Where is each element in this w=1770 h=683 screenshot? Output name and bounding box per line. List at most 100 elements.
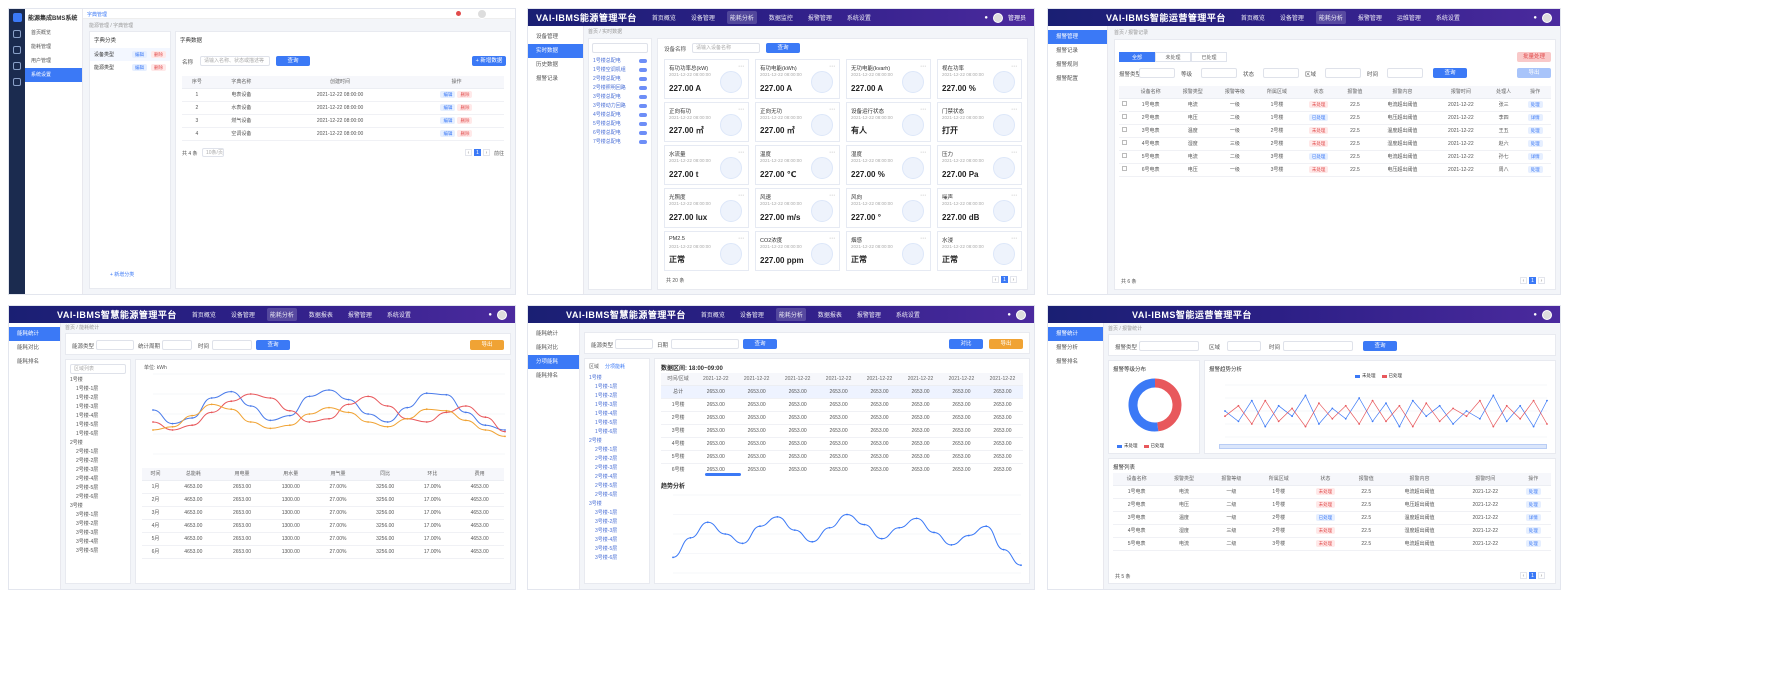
tree-node[interactable]: 2号楼-5层 — [595, 483, 618, 489]
tree-node[interactable]: 2号楼 — [589, 438, 602, 444]
tree-node[interactable]: 6号楼总配电 — [589, 129, 651, 138]
row-checkbox[interactable] — [1119, 124, 1130, 138]
tree-node[interactable]: 1号楼-4层 — [595, 411, 618, 417]
more-icon[interactable]: ⋯ — [920, 150, 926, 156]
sidebar-item[interactable]: 报警规则 — [1056, 62, 1079, 68]
tab[interactable]: 已处理 — [1191, 52, 1227, 62]
edit-button[interactable]: 编辑 — [440, 104, 456, 111]
data-tile[interactable]: 噪声 2021-12-22 08:00:00 227.00 dB ⋯ — [937, 188, 1022, 228]
action-button[interactable]: 处理 — [1525, 488, 1541, 495]
more-icon[interactable]: ⋯ — [829, 107, 835, 113]
batch-button[interactable]: 批量处理 — [1517, 52, 1551, 62]
tree-node[interactable]: 3号楼-1层 — [595, 510, 618, 516]
tree-node[interactable]: 1号楼-5层 — [595, 420, 618, 426]
data-tile[interactable]: CO2浓度 2021-12-22 08:00:00 227.00 ppm ⋯ — [755, 231, 840, 271]
row-checkbox[interactable] — [1119, 137, 1130, 151]
filter-select[interactable] — [1263, 68, 1299, 78]
delete-button[interactable]: 删除 — [457, 91, 473, 98]
tree-node[interactable]: 3号楼 — [589, 501, 602, 507]
avatar[interactable] — [1016, 309, 1026, 320]
tree-node[interactable]: 5号楼总配电 — [589, 120, 651, 129]
edit-button[interactable]: 编辑 — [132, 64, 147, 71]
nav-item[interactable]: 数据报表 — [308, 313, 333, 319]
tree-node[interactable]: 3号楼-5层 — [595, 546, 618, 552]
zoom-slider[interactable] — [1219, 444, 1547, 449]
category-row[interactable]: 设备类型 编辑 删除 — [90, 48, 170, 61]
sidebar-item[interactable]: 能耗排名 — [17, 359, 40, 365]
tree-node[interactable]: 1号楼-3层 — [76, 404, 99, 410]
tree-node[interactable]: 3号楼-3层 — [76, 530, 99, 536]
nav-item[interactable]: 运维管理 — [1396, 16, 1421, 22]
data-tile[interactable]: 湿度 2021-12-22 08:00:00 227.00 % ⋯ — [846, 145, 931, 185]
delete-button[interactable]: 删除 — [457, 104, 473, 111]
more-icon[interactable]: ⋯ — [920, 107, 926, 113]
sidebar-item[interactable]: 系统设置 — [25, 68, 82, 82]
data-tile[interactable]: 无功电能(kvarh) 2021-12-22 08:00:00 227.00 A ⋯ — [846, 59, 931, 99]
sidebar-item[interactable]: 报警记录 — [1056, 48, 1079, 54]
user-name[interactable]: 管理员 — [1007, 16, 1026, 22]
edit-button[interactable]: 编辑 — [440, 91, 456, 98]
energy-type-select[interactable] — [96, 340, 134, 350]
nav-item[interactable]: 能耗分析 — [775, 308, 806, 321]
nav-item[interactable]: 报警管理 — [347, 313, 372, 319]
search-button[interactable]: 查询 — [766, 43, 800, 53]
more-icon[interactable]: ⋯ — [738, 193, 744, 199]
nav-item[interactable]: 报警管理 — [856, 313, 881, 319]
sidebar-item[interactable]: 报警记录 — [536, 76, 559, 82]
data-tile[interactable]: 风速 2021-12-22 08:00:00 227.00 m/s ⋯ — [755, 188, 840, 228]
action-button[interactable]: 处理 — [1527, 140, 1543, 147]
nav-item[interactable]: 设备管理 — [690, 16, 715, 22]
tab-dictionary[interactable]: 字典管理 — [87, 12, 108, 18]
action-button[interactable]: 处理 — [1527, 127, 1543, 134]
search-button[interactable]: 查询 — [256, 340, 290, 350]
tree-node[interactable]: 3号楼动力回路 — [589, 102, 651, 111]
data-tile[interactable]: 风向 2021-12-22 08:00:00 227.00 ° ⋯ — [846, 188, 931, 228]
nav-item[interactable]: 首页概览 — [700, 313, 725, 319]
date-picker[interactable] — [212, 340, 252, 350]
bell-icon[interactable] — [456, 11, 461, 16]
search-button[interactable]: 查询 — [1433, 68, 1467, 78]
action-button[interactable]: 处理 — [1525, 540, 1541, 547]
avatar[interactable] — [477, 9, 487, 19]
data-tile[interactable]: 烟感 2021-12-22 08:00:00 正常 ⋯ — [846, 231, 931, 271]
filter-select[interactable] — [1387, 68, 1423, 78]
pagination[interactable]: ‹ 1 › — [1520, 277, 1545, 284]
more-icon[interactable]: ⋯ — [1011, 107, 1017, 113]
tree-tab[interactable]: 区域 — [589, 364, 600, 370]
tree-node[interactable]: 3号楼-5层 — [76, 548, 99, 554]
sidebar-item[interactable]: 设备管理 — [536, 34, 559, 40]
more-icon[interactable]: ⋯ — [1011, 64, 1017, 70]
sidebar-item[interactable]: 报警配置 — [1056, 76, 1079, 82]
nav-icon[interactable] — [13, 78, 21, 86]
tree-node[interactable]: 2号楼-6层 — [76, 494, 99, 500]
nav-item[interactable]: 设备管理 — [739, 313, 764, 319]
sidebar-item[interactable]: 报警排名 — [1056, 359, 1079, 365]
tree-node[interactable]: 2号楼-4层 — [595, 474, 618, 480]
data-tile[interactable]: 温度 2021-12-22 08:00:00 227.00 ℃ ⋯ — [755, 145, 840, 185]
avatar[interactable] — [1542, 309, 1552, 320]
data-tile[interactable]: 压力 2021-12-22 08:00:00 227.00 Pa ⋯ — [937, 145, 1022, 185]
more-icon[interactable]: ⋯ — [738, 107, 744, 113]
row-checkbox[interactable] — [1119, 111, 1130, 125]
tree-node[interactable]: 2号楼-5层 — [76, 485, 99, 491]
nav-item[interactable]: 数据报表 — [817, 313, 842, 319]
more-icon[interactable]: ⋯ — [829, 193, 835, 199]
alarm-type-select[interactable] — [1139, 341, 1199, 351]
tab[interactable]: 全部 — [1119, 52, 1155, 62]
tree-node[interactable]: 1号楼-4层 — [76, 413, 99, 419]
tree-node[interactable]: 2号楼-6层 — [595, 492, 618, 498]
nav-item[interactable]: 设备管理 — [1279, 16, 1304, 22]
nav-item[interactable]: 能耗分析 — [726, 11, 757, 24]
sidebar-item[interactable]: 能耗对比 — [536, 345, 559, 351]
nav-icon[interactable] — [13, 46, 21, 54]
page-size-select[interactable]: 10条/页 — [202, 148, 224, 157]
pagination[interactable]: ‹ 1 › — [992, 276, 1017, 283]
more-icon[interactable]: ⋯ — [738, 64, 744, 70]
tree-node[interactable]: 3号楼 — [70, 503, 83, 509]
tree-node[interactable]: 3号楼-2层 — [76, 521, 99, 527]
tree-node[interactable]: 1号楼-6层 — [595, 429, 618, 435]
data-tile[interactable]: 水浸 2021-12-22 08:00:00 正常 ⋯ — [937, 231, 1022, 271]
action-button[interactable]: 处理 — [1527, 101, 1543, 108]
tree-node[interactable]: 2号楼-3层 — [76, 467, 99, 473]
sidebar-item[interactable]: 报警统计 — [1048, 327, 1103, 341]
